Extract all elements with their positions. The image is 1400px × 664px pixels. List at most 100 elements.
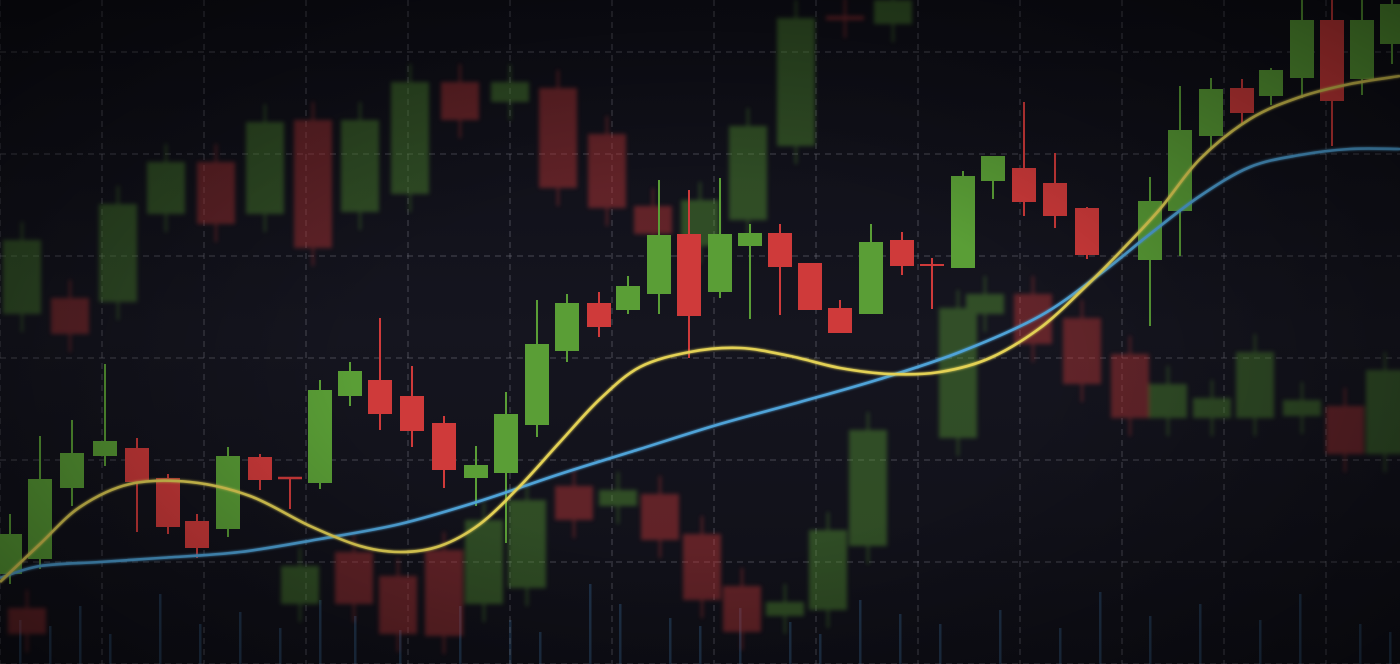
- background-candle-body: [1063, 318, 1101, 384]
- background-candle-body: [1193, 398, 1231, 418]
- background-candle-body: [51, 298, 89, 334]
- background-candle-body: [555, 486, 593, 520]
- background-candle-body: [441, 82, 479, 120]
- background-candle-body: [683, 534, 721, 600]
- background-candle-body: [335, 552, 373, 604]
- candle-body: [338, 371, 362, 396]
- candle-body: [708, 234, 732, 292]
- candle-body: [951, 176, 975, 268]
- volume-bar: [899, 614, 902, 664]
- background-candle-body: [294, 120, 332, 248]
- background-candle-body: [197, 162, 235, 224]
- background-candle-body: [1236, 352, 1274, 418]
- background-candle-body: [766, 602, 804, 616]
- background-candle-body: [147, 162, 185, 214]
- candle-body: [647, 235, 671, 294]
- candle-body: [1199, 89, 1223, 136]
- candle-body: [1380, 4, 1400, 44]
- background-candle-body: [1366, 370, 1400, 454]
- candle-body: [93, 441, 117, 456]
- background-candle-body: [777, 18, 815, 146]
- candle-body: [432, 423, 456, 470]
- background-candle-body: [826, 16, 864, 20]
- candle-body: [125, 448, 149, 482]
- background-candle-body: [634, 206, 672, 234]
- volume-bar: [999, 610, 1002, 664]
- background-candle-body: [729, 126, 767, 220]
- candle-body: [248, 457, 272, 480]
- volume-bar: [159, 594, 162, 664]
- background-candle-body: [341, 120, 379, 212]
- candle-body: [616, 286, 640, 310]
- candle-body: [0, 534, 22, 574]
- candle-body: [1230, 88, 1254, 113]
- volume-bar: [1259, 620, 1262, 664]
- candle-body: [859, 242, 883, 314]
- background-candle-body: [588, 134, 626, 208]
- background-candle-body: [8, 608, 46, 634]
- candle-body: [587, 303, 611, 327]
- candle-body: [28, 479, 52, 559]
- candle-body: [555, 303, 579, 351]
- volume-bar: [1059, 628, 1062, 664]
- volume-bar: [239, 612, 242, 664]
- candle-body: [1290, 20, 1314, 78]
- background-candle-body: [391, 82, 429, 194]
- background-candle-body: [246, 122, 284, 214]
- volume-bar: [539, 632, 542, 664]
- volume-bar: [1199, 604, 1202, 664]
- background-candle-body: [939, 308, 977, 438]
- candle-body: [1043, 183, 1067, 216]
- candle-body: [981, 156, 1005, 181]
- volume-bar: [1299, 594, 1302, 664]
- candle-body: [768, 233, 792, 267]
- volume-bar: [199, 624, 202, 664]
- background-candle-body: [849, 430, 887, 546]
- candle-body: [525, 344, 549, 425]
- background-candle-body: [1283, 400, 1321, 416]
- background-candle-body: [599, 490, 637, 506]
- volume-bar: [859, 600, 862, 664]
- background-candle-body: [99, 204, 137, 302]
- background-candle-body: [379, 576, 417, 634]
- candle-body: [1075, 208, 1099, 255]
- volume-bar: [1099, 592, 1102, 664]
- candle-body: [677, 234, 701, 316]
- background-candle-body: [874, 0, 912, 24]
- background-candle-body: [723, 586, 761, 632]
- volume-bar: [699, 626, 702, 664]
- volume-bar: [79, 606, 82, 664]
- background-candle-body: [1149, 384, 1187, 418]
- volume-bar: [1359, 624, 1362, 664]
- volume-bar: [939, 624, 942, 664]
- volume-bar: [399, 630, 402, 664]
- candle-body: [308, 390, 332, 483]
- volume-bar: [589, 584, 592, 664]
- volume-bar: [819, 634, 822, 664]
- candle-body: [798, 263, 822, 310]
- candle-body: [400, 396, 424, 431]
- volume-bar: [1149, 616, 1152, 664]
- background-candle-body: [508, 500, 546, 588]
- candle-body: [1012, 168, 1036, 202]
- background-candle-body: [641, 494, 679, 540]
- background-candle-body: [465, 520, 503, 604]
- volume-bar: [789, 622, 792, 664]
- background-candle-body: [425, 550, 463, 636]
- candle-body: [828, 308, 852, 333]
- background-candle-body: [539, 88, 577, 188]
- candle-body: [1259, 70, 1283, 96]
- background-candle-body: [1111, 354, 1149, 418]
- candle-body: [60, 453, 84, 488]
- volume-bar: [619, 604, 622, 664]
- volume-bar: [279, 628, 282, 664]
- volume-bar: [669, 618, 672, 664]
- background-candle-body: [1326, 406, 1364, 454]
- candle-body: [1350, 20, 1374, 79]
- volume-bar: [49, 626, 52, 664]
- candle-body: [494, 414, 518, 473]
- candle-body: [890, 240, 914, 266]
- volume-bar: [354, 616, 357, 664]
- volume-bar: [319, 600, 322, 664]
